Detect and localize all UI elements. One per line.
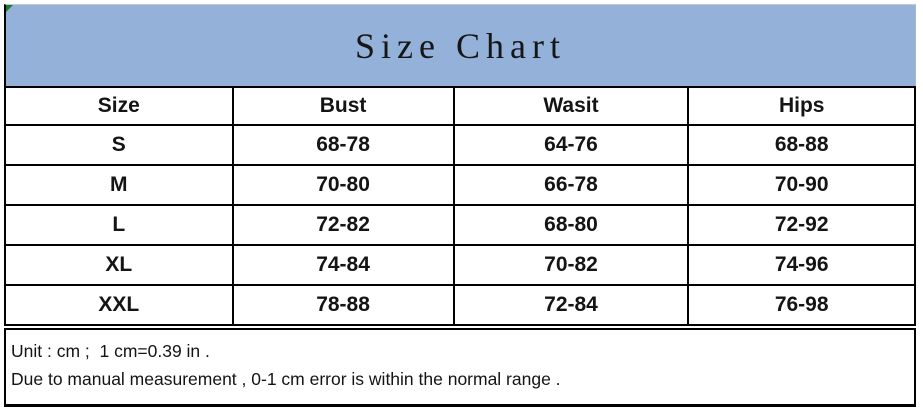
table-row-m: M 70-80 66-78 70-90: [4, 164, 916, 206]
title-banner: Size Chart: [4, 4, 916, 86]
size-cell: M: [4, 164, 234, 206]
measurement-cell: 68-78: [231, 124, 455, 166]
sheet: Size Chart Size Bust Wasit Hips S 68-78 …: [4, 4, 916, 407]
size-cell: S: [4, 124, 234, 166]
table-row-l: L 72-82 68-80 72-92: [4, 204, 916, 246]
measurement-cell: 68-88: [687, 124, 916, 166]
measurement-cell: 76-98: [687, 284, 916, 326]
measurement-cell: 64-76: [452, 124, 690, 166]
tolerance-note: Due to manual measurement , 0-1 cm error…: [11, 369, 561, 389]
corner-marker-icon: [6, 5, 13, 12]
measurement-cell: 74-96: [687, 244, 916, 286]
size-cell: L: [4, 204, 234, 246]
size-chart-table: Size Bust Wasit Hips S 68-78 64-76 68-88…: [4, 86, 916, 326]
page-title: Size Chart: [355, 25, 566, 66]
notes-box: Unit : cm ; 1 cm=0.39 in . Due to manual…: [4, 328, 916, 407]
column-header-bust: Bust: [231, 86, 455, 126]
measurement-cell: 72-92: [687, 204, 916, 246]
column-header-size: Size: [4, 86, 234, 126]
measurement-cell: 70-82: [452, 244, 690, 286]
table-row-xl: XL 74-84 70-82 74-96: [4, 244, 916, 286]
unit-note: Unit : cm ; 1 cm=0.39 in .: [11, 341, 210, 361]
measurement-cell: 68-80: [452, 204, 690, 246]
measurement-cell: 74-84: [231, 244, 455, 286]
measurement-cell: 70-80: [231, 164, 455, 206]
column-header-hips: Hips: [687, 86, 916, 126]
measurement-cell: 72-84: [452, 284, 690, 326]
column-header-waist: Wasit: [452, 86, 690, 126]
measurement-cell: 66-78: [452, 164, 690, 206]
measurement-cell: 72-82: [231, 204, 455, 246]
table-row-xxl: XXL 78-88 72-84 76-98: [4, 284, 916, 326]
measurement-cell: 70-90: [687, 164, 916, 206]
measurement-cell: 78-88: [231, 284, 455, 326]
header-row: Size Bust Wasit Hips: [4, 86, 916, 126]
table-row-s: S 68-78 64-76 68-88: [4, 124, 916, 166]
size-cell: XXL: [4, 284, 234, 326]
size-cell: XL: [4, 244, 234, 286]
